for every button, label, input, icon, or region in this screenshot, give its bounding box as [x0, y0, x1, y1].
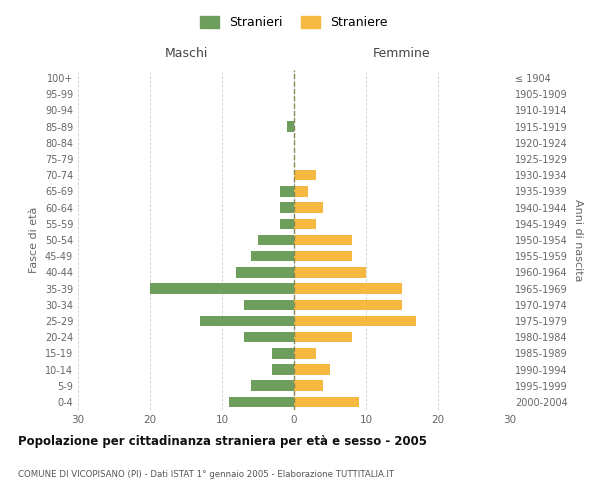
- Text: Popolazione per cittadinanza straniera per età e sesso - 2005: Popolazione per cittadinanza straniera p…: [18, 435, 427, 448]
- Bar: [294, 300, 402, 310]
- Text: COMUNE DI VICOPISANO (PI) - Dati ISTAT 1° gennaio 2005 - Elaborazione TUTTITALIA: COMUNE DI VICOPISANO (PI) - Dati ISTAT 1…: [18, 470, 394, 479]
- Bar: [294, 396, 359, 407]
- Y-axis label: Fasce di età: Fasce di età: [29, 207, 39, 273]
- Bar: [236, 267, 294, 278]
- Bar: [294, 284, 402, 294]
- Bar: [294, 364, 330, 375]
- Bar: [294, 218, 316, 229]
- Text: Femmine: Femmine: [373, 48, 431, 60]
- Bar: [258, 234, 294, 246]
- Bar: [272, 348, 294, 358]
- Bar: [294, 316, 416, 326]
- Legend: Stranieri, Straniere: Stranieri, Straniere: [196, 11, 392, 34]
- Bar: [200, 316, 294, 326]
- Bar: [244, 300, 294, 310]
- Bar: [294, 332, 352, 342]
- Bar: [294, 202, 323, 213]
- Bar: [251, 380, 294, 391]
- Bar: [280, 186, 294, 196]
- Bar: [251, 251, 294, 262]
- Bar: [244, 332, 294, 342]
- Bar: [294, 234, 352, 246]
- Text: Maschi: Maschi: [164, 48, 208, 60]
- Bar: [294, 267, 366, 278]
- Bar: [280, 218, 294, 229]
- Bar: [272, 364, 294, 375]
- Bar: [294, 348, 316, 358]
- Bar: [280, 202, 294, 213]
- Bar: [294, 380, 323, 391]
- Bar: [294, 170, 316, 180]
- Y-axis label: Anni di nascita: Anni di nascita: [573, 198, 583, 281]
- Bar: [294, 186, 308, 196]
- Bar: [150, 284, 294, 294]
- Bar: [229, 396, 294, 407]
- Bar: [294, 251, 352, 262]
- Bar: [287, 122, 294, 132]
